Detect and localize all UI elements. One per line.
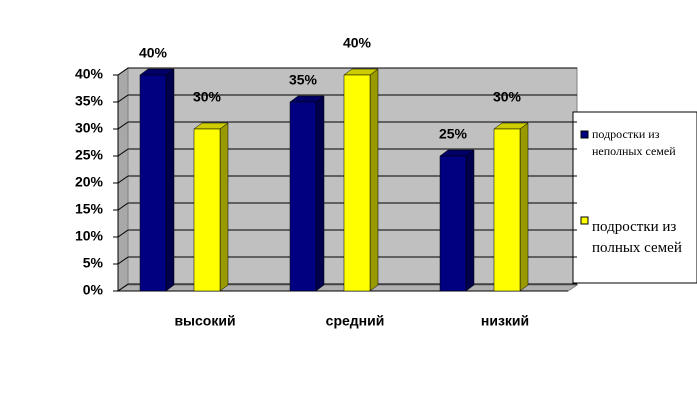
bar (493, 128, 521, 292)
legend-label: подростки из полных семей (592, 219, 682, 256)
x-tick-label: высокий (174, 313, 235, 329)
y-tick-label: 15% (75, 201, 104, 217)
bar-side (315, 95, 325, 292)
y-tick-label: 25% (75, 147, 104, 163)
y-tick-label: 5% (83, 255, 104, 271)
bar (139, 74, 167, 292)
legend-label: подростки из неполных семей (592, 127, 676, 158)
bar (439, 155, 467, 292)
bar-side (465, 149, 475, 292)
y-tick-label: 0% (83, 282, 104, 298)
y-tick-label: 10% (75, 228, 104, 244)
bar (343, 74, 371, 292)
y-tick-label: 20% (75, 174, 104, 190)
x-tick-label: низкий (481, 313, 529, 329)
grid-line-side (117, 202, 129, 211)
value-label: 40% (343, 35, 372, 51)
bar (289, 101, 317, 292)
value-label: 30% (493, 89, 522, 105)
bar-side (219, 122, 229, 292)
x-tick-label: средний (326, 313, 385, 329)
grid-line-side (117, 256, 129, 265)
grid-line-side (117, 283, 129, 292)
value-label: 25% (439, 126, 468, 142)
grid-line-side (117, 229, 129, 238)
y-tick-label: 35% (75, 93, 104, 109)
grid-line-side (117, 148, 129, 157)
y-tick-label: 30% (75, 120, 104, 136)
y-tick-label: 40% (75, 66, 104, 82)
value-label: 35% (289, 72, 318, 88)
legend-swatch (580, 216, 589, 225)
bar-side (369, 68, 379, 292)
bar (193, 128, 221, 292)
grid-line-side (117, 94, 129, 103)
legend-box (572, 111, 697, 284)
grid-line-side (117, 175, 129, 184)
grid-line-side (117, 121, 129, 130)
grid-line-side (117, 67, 129, 76)
bar-side (519, 122, 529, 292)
value-label: 40% (139, 45, 168, 61)
legend-swatch (580, 130, 589, 139)
value-label: 30% (193, 89, 222, 105)
bar-side (165, 68, 175, 292)
